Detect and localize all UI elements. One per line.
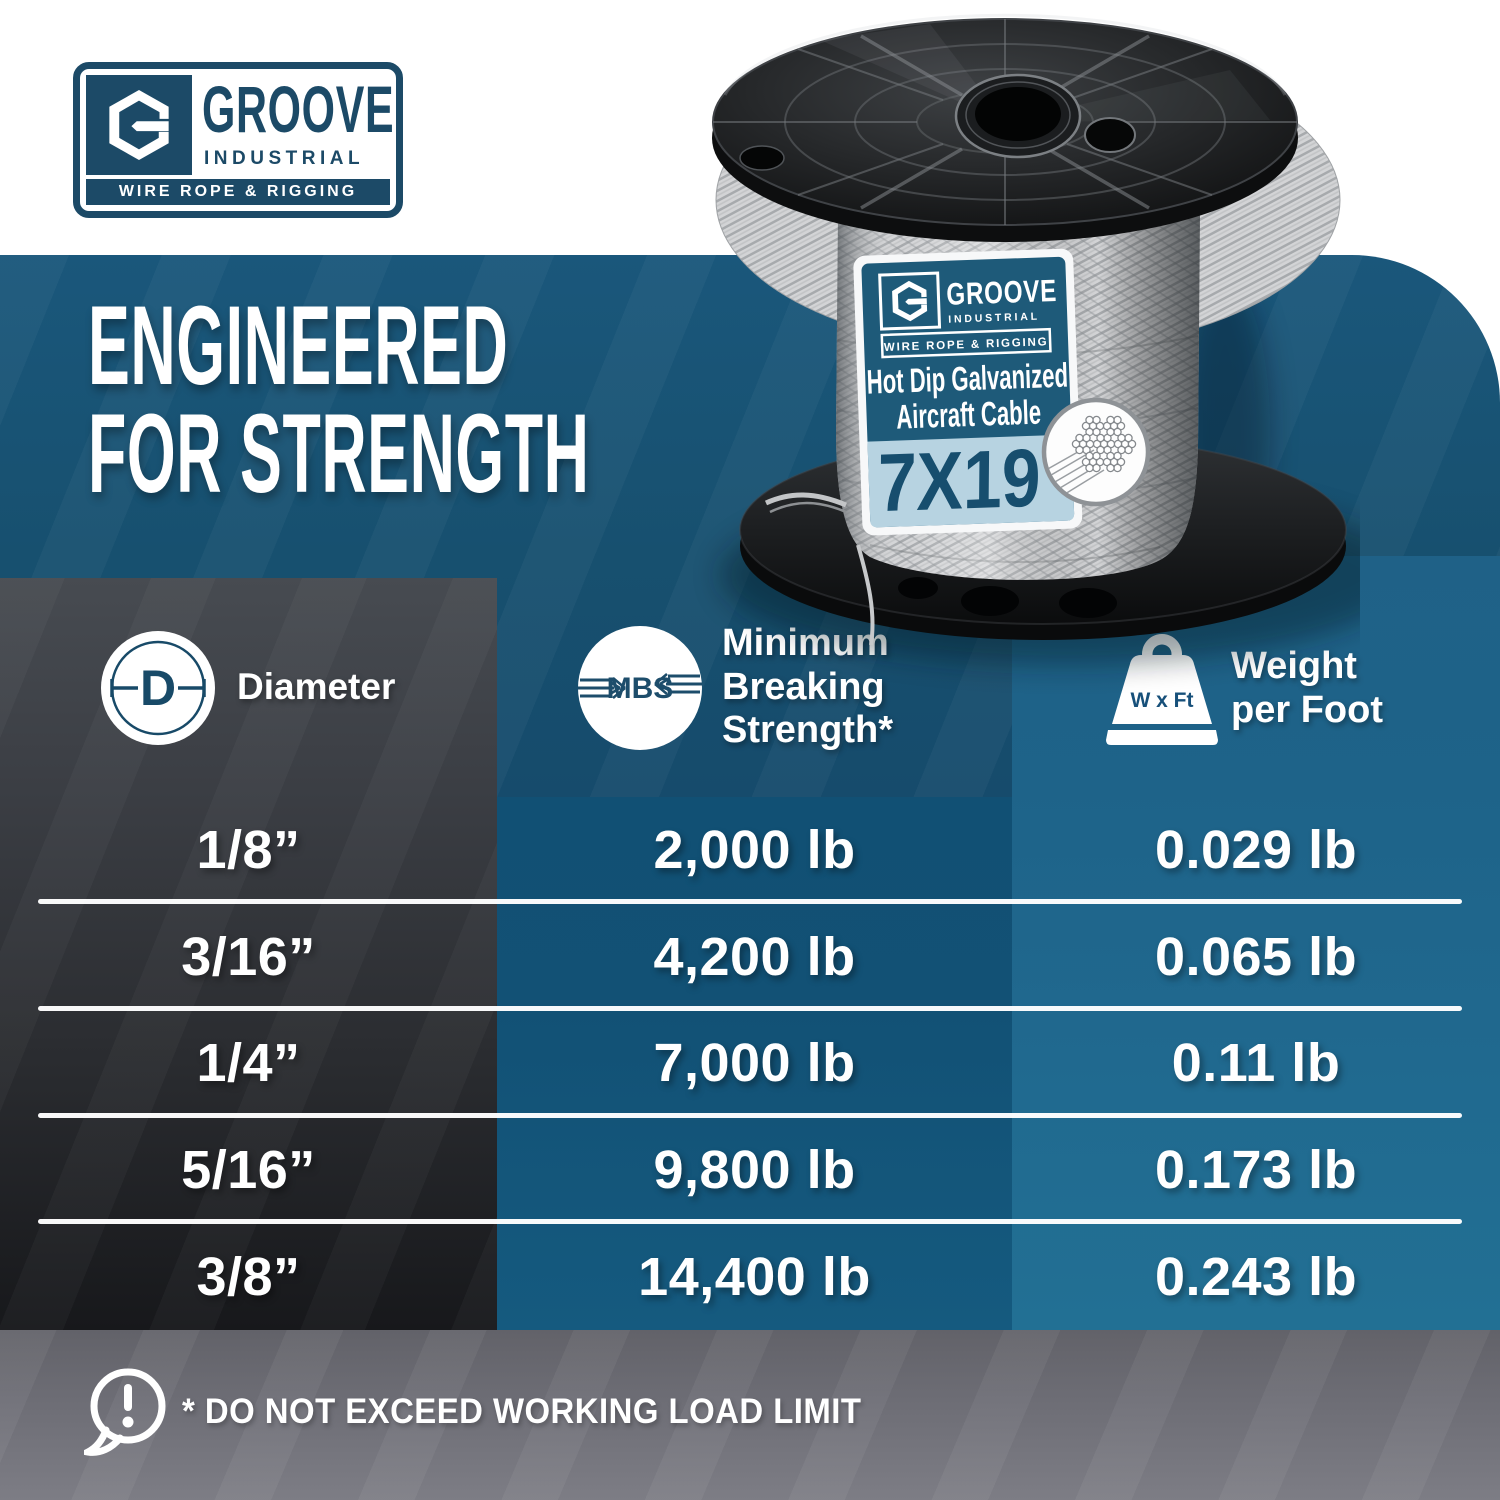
table-cell-diameter: 3/16”: [181, 926, 316, 987]
table-cell-weight: 0.065 lb: [1154, 926, 1358, 987]
svg-text:W x Ft: W x Ft: [1131, 689, 1194, 712]
column-header-diameter: Diameter: [237, 666, 396, 707]
brand-name: GROOVE: [202, 72, 395, 146]
column-header-weight: Weight per Foot: [1231, 645, 1383, 731]
table-cell-diameter: 1/4”: [196, 1033, 301, 1094]
brand-industry: INDUSTRIAL: [204, 148, 365, 169]
footer-warning-text: * DO NOT EXCEED WORKING LOAD LIMIT: [182, 1392, 862, 1431]
table-cell-diameter: 5/16”: [181, 1140, 316, 1201]
row-divider: [38, 1113, 1462, 1118]
brand-tagline: WIRE ROPE & RIGGING: [118, 183, 358, 200]
brand-tagline-bar: WIRE ROPE & RIGGING: [86, 179, 390, 205]
table-cell-weight: 0.11 lb: [1171, 1033, 1341, 1094]
table-cell-strength: 9,800 lb: [653, 1140, 856, 1201]
hero-heading-line2: FOR STRENGTH: [88, 391, 590, 516]
table-cell-weight: 0.243 lb: [1154, 1246, 1358, 1307]
weight-icon: W x Ft: [1106, 634, 1218, 745]
strength-column-panel: [497, 797, 1012, 1330]
svg-text:MBS: MBS: [607, 672, 674, 705]
spec-table: 1/8” 2,000 lb 0.029 lb 3/16” 4,200 lb 0.…: [0, 797, 1500, 1330]
hero-heading: ENGINEERED FOR STRENGTH: [88, 283, 984, 516]
brand-monogram-box: [86, 75, 192, 175]
weight-column-panel: [1012, 556, 1500, 1330]
diameter-icon: D: [101, 631, 215, 745]
column-header-strength: Minimum Breaking Strength*: [722, 622, 893, 751]
footer-band: [0, 1330, 1500, 1500]
table-cell-strength: 14,400 lb: [638, 1246, 871, 1307]
brand-logo: GROOVE INDUSTRIAL WIRE ROPE & RIGGING: [73, 62, 403, 218]
row-divider: [38, 899, 1462, 904]
svg-text:D: D: [140, 660, 176, 716]
flange-hole: [739, 145, 785, 171]
table-cell-weight: 0.173 lb: [1154, 1140, 1358, 1201]
table-cell-weight: 0.029 lb: [1154, 820, 1358, 881]
table-cell-diameter: 1/8”: [196, 820, 301, 881]
table-cell-diameter: 3/8”: [196, 1246, 301, 1307]
table-cell-strength: 2,000 lb: [653, 820, 856, 881]
table-cell-strength: 4,200 lb: [653, 926, 856, 987]
warning-bubble-icon: [84, 1368, 166, 1456]
row-divider: [38, 1006, 1462, 1011]
table-cell-strength: 7,000 lb: [653, 1033, 856, 1094]
row-divider: [38, 1219, 1462, 1224]
groove-monogram-icon: [109, 90, 169, 160]
mbs-icon: MBS: [578, 626, 702, 750]
diameter-column-panel: [0, 578, 497, 1330]
flange-hole: [1084, 117, 1136, 153]
hero-heading-line1: ENGINEERED: [88, 283, 509, 408]
spool-top-flange: [712, 13, 1298, 242]
